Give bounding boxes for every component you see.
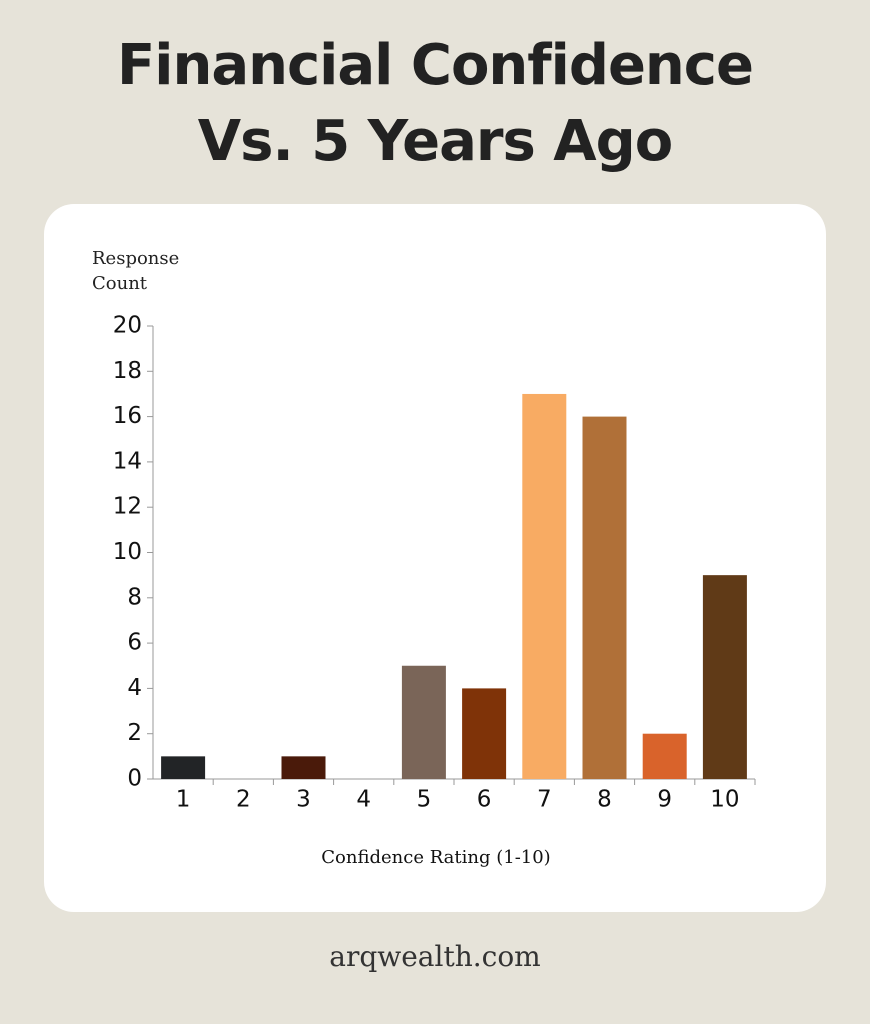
x-tick-label: 6 xyxy=(477,787,492,813)
y-tick-label: 4 xyxy=(127,675,142,701)
x-tick-label: 3 xyxy=(296,787,311,813)
x-tick-label: 5 xyxy=(417,787,432,813)
y-tick-label: 18 xyxy=(113,358,142,384)
bar xyxy=(702,575,747,779)
x-tick-label: 8 xyxy=(597,787,612,813)
x-tick-label: 9 xyxy=(657,787,672,813)
card xyxy=(44,204,826,912)
x-tick-label: 2 xyxy=(236,787,251,813)
x-axis-label: Confidence Rating (1-10) xyxy=(321,847,550,868)
bar xyxy=(462,688,507,779)
bar xyxy=(161,756,206,779)
x-tick-label: 1 xyxy=(176,787,191,813)
bar xyxy=(642,733,687,779)
y-tick-label: 12 xyxy=(113,494,142,520)
footer: arqwealth.com xyxy=(329,940,541,973)
x-tick-label: 10 xyxy=(710,787,739,813)
bar xyxy=(281,756,326,779)
x-tick-label: 4 xyxy=(356,787,371,813)
bar xyxy=(582,416,627,779)
y-tick-label: 8 xyxy=(127,584,142,610)
y-tick-label: 10 xyxy=(113,539,142,565)
x-tick-label: 7 xyxy=(537,787,552,813)
y-tick-label: 2 xyxy=(127,720,142,746)
chart-title: Financial Confidence Vs. 5 Years Ago xyxy=(117,33,754,174)
y-tick-label: 0 xyxy=(127,766,142,792)
y-tick-label: 14 xyxy=(113,448,142,474)
bar xyxy=(401,665,446,779)
y-axis-label: Response Count xyxy=(92,248,180,294)
bar xyxy=(522,393,567,779)
y-tick-label: 16 xyxy=(113,403,142,429)
y-tick-label: 6 xyxy=(127,630,142,656)
y-tick-label: 20 xyxy=(113,313,142,339)
